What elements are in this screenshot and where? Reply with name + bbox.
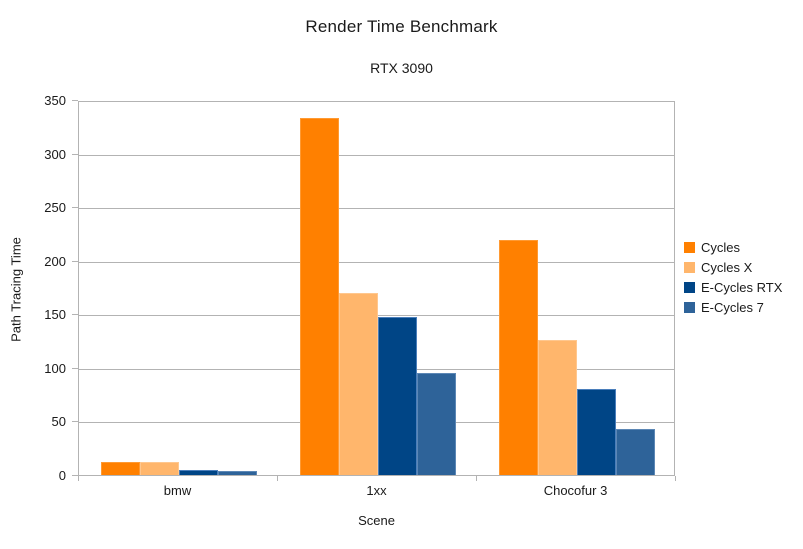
chart-title: Render Time Benchmark bbox=[305, 17, 498, 36]
x-axis-title: Scene bbox=[358, 513, 395, 528]
chart-subtitle: RTX 3090 bbox=[370, 60, 433, 76]
bar-cycles-1xx bbox=[299, 118, 339, 475]
bar-cycles-x-1xx bbox=[338, 293, 378, 475]
bar-cycles-chocofur-3 bbox=[498, 240, 538, 475]
y-axis-tick bbox=[72, 260, 78, 262]
legend: Cycles Cycles X E-Cycles RTX E-Cycles 7 bbox=[684, 237, 782, 317]
plot-area bbox=[78, 101, 675, 476]
gridline bbox=[79, 208, 674, 210]
bar-group-bmw bbox=[79, 462, 278, 475]
bar-e-cycles-rtx-1xx bbox=[377, 317, 417, 475]
y-axis-tick bbox=[72, 153, 78, 155]
gridline bbox=[79, 261, 674, 263]
x-axis-category-label: Chocofur 3 bbox=[543, 483, 608, 498]
legend-item-cycles-x: Cycles X bbox=[684, 257, 782, 277]
y-axis-tick bbox=[72, 314, 78, 316]
legend-item-cycles: Cycles bbox=[684, 237, 782, 257]
y-axis-tick-label: 50 bbox=[51, 414, 66, 430]
legend-label: E-Cycles RTX bbox=[701, 279, 783, 295]
y-axis-tick-label: 300 bbox=[44, 146, 66, 162]
bar-cycles-bmw bbox=[100, 462, 140, 475]
legend-swatch-icon bbox=[684, 261, 695, 273]
x-axis-tick bbox=[78, 476, 79, 481]
x-axis-category-label: bmw bbox=[163, 483, 192, 498]
y-axis-tick-label: 100 bbox=[44, 360, 66, 376]
legend-item-e-cycles-rtx: E-Cycles RTX bbox=[684, 277, 782, 297]
y-axis-tick-label: 250 bbox=[44, 200, 66, 216]
legend-label: E-Cycles 7 bbox=[701, 299, 764, 315]
y-axis-tick bbox=[72, 367, 78, 369]
bar-e-cycles-rtx-bmw bbox=[178, 470, 218, 475]
bar-cycles-x-chocofur-3 bbox=[537, 340, 577, 475]
bar-e-cycles-7-1xx bbox=[416, 373, 456, 475]
legend-swatch-icon bbox=[684, 281, 695, 293]
gridline bbox=[79, 154, 674, 156]
legend-label: Cycles bbox=[701, 239, 741, 255]
x-axis-category-label: 1xx bbox=[366, 483, 387, 498]
y-axis-tick bbox=[72, 475, 78, 476]
y-axis-tick bbox=[72, 207, 78, 209]
bar-group-1xx bbox=[278, 118, 477, 475]
x-axis-tick bbox=[277, 476, 278, 481]
y-axis-title: Path Tracing Time bbox=[8, 237, 24, 342]
x-axis-tick bbox=[476, 476, 477, 481]
legend-swatch-icon bbox=[684, 241, 695, 253]
bar-e-cycles-7-chocofur-3 bbox=[615, 429, 655, 475]
y-axis-tick bbox=[72, 100, 78, 101]
x-axis-tick bbox=[675, 476, 676, 481]
bar-cycles-x-bmw bbox=[139, 462, 179, 475]
y-axis-tick-label: 150 bbox=[44, 307, 66, 323]
y-axis-tick-label: 0 bbox=[58, 468, 66, 483]
y-axis-tick-label: 200 bbox=[44, 253, 66, 269]
legend-item-e-cycles-7: E-Cycles 7 bbox=[684, 297, 782, 317]
bar-e-cycles-7-bmw bbox=[217, 471, 257, 475]
legend-swatch-icon bbox=[684, 301, 695, 313]
legend-label: Cycles X bbox=[701, 259, 753, 275]
y-axis-tick bbox=[72, 421, 78, 423]
bar-group-Chocofur 3 bbox=[477, 240, 676, 475]
y-axis-tick-label: 350 bbox=[44, 93, 66, 108]
bar-e-cycles-rtx-chocofur-3 bbox=[576, 389, 616, 475]
